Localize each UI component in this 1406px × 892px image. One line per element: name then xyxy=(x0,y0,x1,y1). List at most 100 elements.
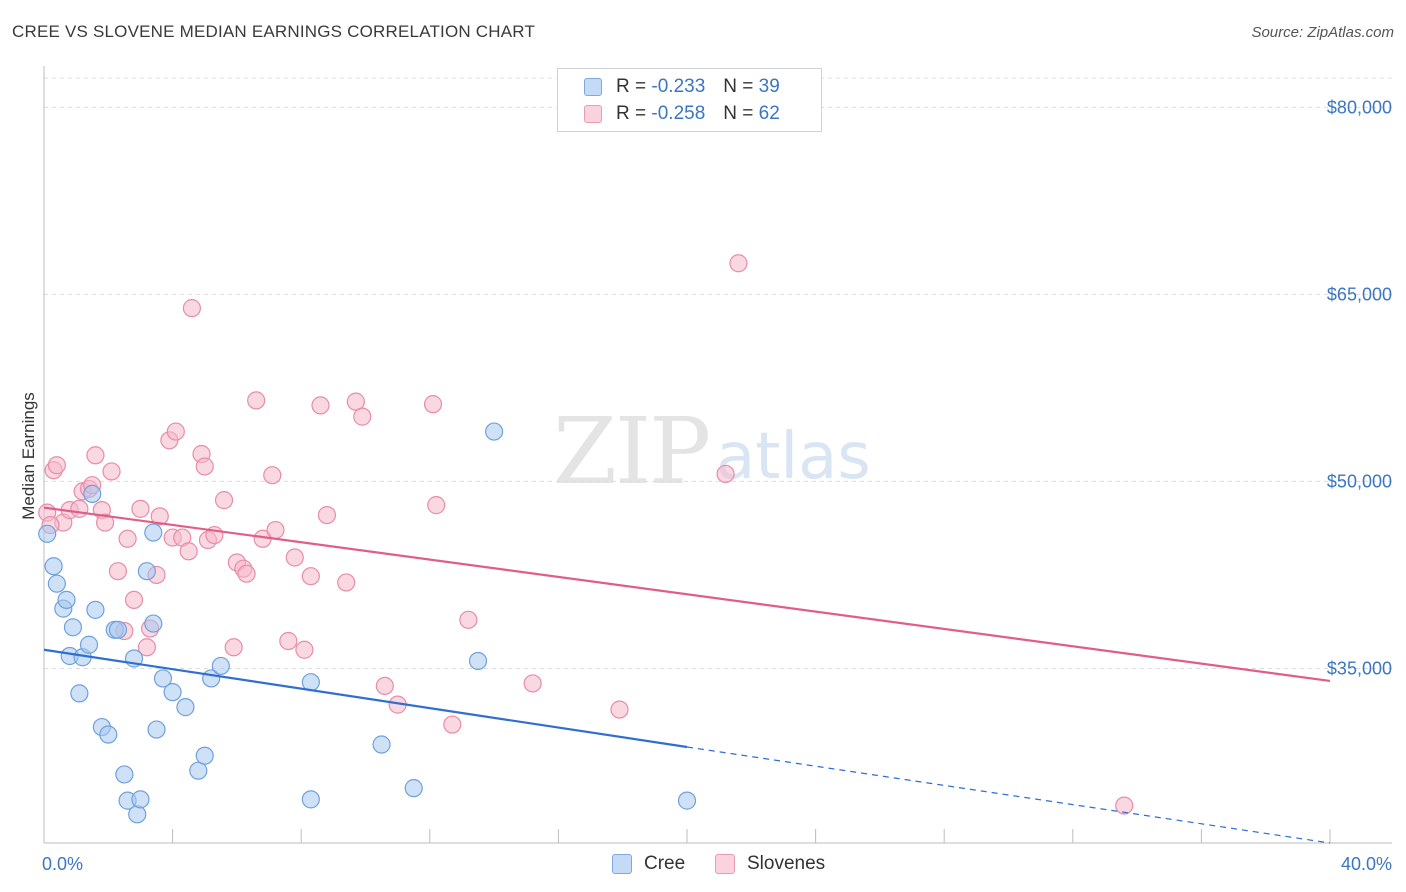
watermark-zip: ZIP xyxy=(553,398,711,505)
slovene-point xyxy=(311,396,330,415)
y-tick-label: $35,000 xyxy=(1327,658,1392,678)
slovene-point xyxy=(729,254,748,273)
slovene-point xyxy=(247,391,266,410)
legend-n-label: N = xyxy=(723,103,754,124)
label-layer: $35,000 $50,000 $65,000 $80,000 0.0% 40.0% Med… xyxy=(19,97,1392,874)
legend-row-cree: R = -0.233 N = 39 xyxy=(584,75,780,99)
x-tick-label-max: 40.0% xyxy=(1341,854,1392,874)
legend-n-value: 39 xyxy=(758,76,780,97)
slovene-point xyxy=(337,573,356,592)
cree-point xyxy=(404,779,423,798)
cree-trend-line xyxy=(43,648,688,749)
cree-point xyxy=(144,523,163,542)
slovene-point xyxy=(102,462,121,481)
slovene-point xyxy=(118,529,137,548)
slovene-point xyxy=(124,590,144,609)
cree-point xyxy=(86,600,105,619)
slovene-point xyxy=(47,456,66,475)
slovene-point xyxy=(443,715,462,734)
cree-point xyxy=(79,635,99,654)
cree-point xyxy=(468,651,488,671)
slovene-point xyxy=(214,491,234,510)
slovene-point xyxy=(237,564,256,583)
y-axis-label: Median Earnings xyxy=(19,392,38,520)
cree-point xyxy=(677,791,697,810)
legend-r-label: R = xyxy=(616,76,647,97)
legend-r-label: R = xyxy=(616,103,647,124)
slovene-point xyxy=(427,496,446,515)
x-tick-label-min: 0.0% xyxy=(42,854,83,874)
legend-r-value: -0.258 xyxy=(651,103,706,124)
slovene-point xyxy=(295,640,314,659)
cree-point xyxy=(163,683,182,702)
slovene-point xyxy=(610,700,629,719)
slovene-point xyxy=(317,505,337,525)
slovene-point xyxy=(459,610,478,629)
cree-point xyxy=(131,790,150,809)
slovene-point xyxy=(179,542,198,561)
slovene-point xyxy=(224,638,243,657)
cree-point xyxy=(38,524,57,543)
slovene-point xyxy=(195,457,214,476)
cree-point xyxy=(144,614,163,633)
legend-row-slovenes: R = -0.258 N = 62 xyxy=(584,102,780,126)
slovene-point xyxy=(150,507,169,526)
legend-n-value: 62 xyxy=(758,103,780,124)
bottom-legend-cree: Cree xyxy=(612,852,685,876)
slovene-point xyxy=(266,520,285,540)
cree-point xyxy=(115,765,134,784)
slovenes-swatch-icon xyxy=(584,105,602,123)
cree-swatch-icon xyxy=(612,854,632,874)
slovene-point xyxy=(301,567,320,586)
bottom-legend-slovenes-label: Slovenes xyxy=(747,853,826,874)
cree-trend-extension xyxy=(686,746,1331,844)
cree-point xyxy=(176,698,195,717)
slovene-point xyxy=(375,676,394,696)
cree-point xyxy=(137,562,156,581)
slovene-point xyxy=(137,638,156,657)
cree-point xyxy=(108,620,128,639)
legend-r-value: -0.233 xyxy=(651,76,706,97)
cree-point xyxy=(189,761,208,780)
slovene-point xyxy=(346,392,365,411)
cree-point xyxy=(44,557,63,576)
cree-point xyxy=(128,805,147,824)
slovene-point xyxy=(285,548,304,567)
slovene-point xyxy=(423,395,443,414)
points-layer xyxy=(38,254,1134,824)
cree-swatch-icon xyxy=(584,78,602,96)
cree-point xyxy=(57,590,76,609)
cree-point xyxy=(83,484,102,504)
slovene-point xyxy=(166,422,185,441)
cree-point xyxy=(153,669,173,688)
slovene-point xyxy=(86,446,105,465)
slovene-point xyxy=(95,513,115,532)
axis-layer xyxy=(43,66,1392,844)
cree-point xyxy=(195,746,214,765)
slovene-point xyxy=(131,499,150,518)
y-tick-label: $65,000 xyxy=(1327,284,1392,304)
slovene-point xyxy=(353,407,372,426)
correlation-legend: R = -0.233 N = 39 R = -0.258 N = 62 xyxy=(557,68,822,132)
trend-layer xyxy=(43,506,1331,844)
cree-point xyxy=(372,735,391,754)
chart-source: Source: ZipAtlas.com xyxy=(1251,24,1394,41)
slovene-point xyxy=(263,466,282,485)
slovene-point xyxy=(716,464,735,484)
slovenes-swatch-icon xyxy=(715,854,735,874)
y-tick-label: $50,000 xyxy=(1327,471,1392,491)
slovene-point xyxy=(70,499,89,518)
bottom-legend-cree-label: Cree xyxy=(644,853,686,874)
cree-point xyxy=(301,790,320,809)
cree-point xyxy=(485,422,504,441)
slovene-point xyxy=(279,631,298,651)
cree-point xyxy=(147,720,166,739)
bottom-legend-slovenes: Slovenes xyxy=(715,852,825,876)
cree-point xyxy=(211,656,230,676)
slovene-point xyxy=(182,299,201,318)
slovene-point xyxy=(1115,796,1134,815)
slovene-point xyxy=(108,562,128,581)
cree-point xyxy=(47,574,66,593)
cree-point xyxy=(63,618,83,637)
